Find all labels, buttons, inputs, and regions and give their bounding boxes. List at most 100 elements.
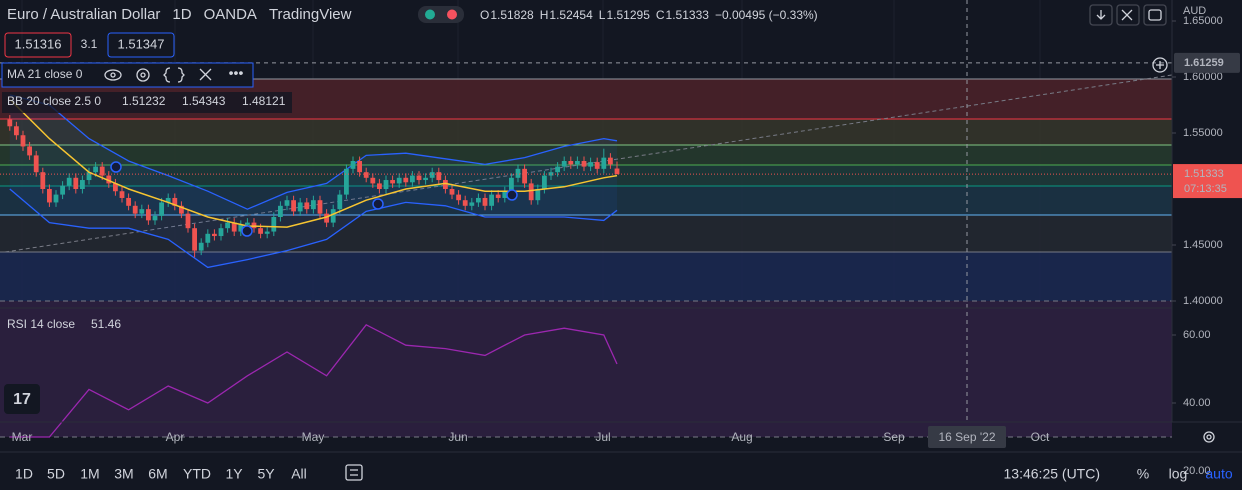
candle-body xyxy=(317,200,323,214)
range-button[interactable]: 3M xyxy=(114,466,133,482)
auto-button[interactable]: auto xyxy=(1205,466,1232,482)
time-label: May xyxy=(302,430,325,444)
candle-body xyxy=(363,172,369,178)
last-price-bg xyxy=(1173,164,1242,199)
ma-legend[interactable] xyxy=(1,62,254,88)
candle-body xyxy=(113,183,118,192)
ohlc-key: L xyxy=(599,8,606,22)
ohlc-value: 1.51828 xyxy=(490,8,534,22)
range-button[interactable]: 5Y xyxy=(257,466,275,482)
legend-icons[interactable] xyxy=(104,67,212,83)
candle-body xyxy=(522,168,527,184)
logo[interactable]: 17 xyxy=(13,391,31,408)
header-text: Euro / Australian Dollar xyxy=(7,6,160,23)
time-label: Oct xyxy=(1031,430,1050,444)
ma-line xyxy=(9,98,618,228)
rsi-label: RSI 14 close xyxy=(7,317,75,331)
ohlc-key: O xyxy=(480,8,489,22)
time-label: Sep xyxy=(883,430,905,444)
status-dot xyxy=(425,9,435,20)
candle-body xyxy=(403,177,409,183)
candle-body xyxy=(47,189,52,203)
candle-body xyxy=(212,233,217,237)
range-button[interactable]: 6M xyxy=(148,466,167,482)
candle-body xyxy=(192,228,197,251)
price-tick-label: 1.60000 xyxy=(1183,71,1223,83)
marker[interactable] xyxy=(110,161,122,173)
candle-body xyxy=(172,197,178,206)
candle-body xyxy=(337,194,343,210)
candle-body xyxy=(245,222,250,225)
candle-body xyxy=(106,175,112,184)
candle-body xyxy=(476,197,481,203)
header-text: OANDA xyxy=(204,6,257,23)
bb-value: 1.51232 xyxy=(122,94,166,108)
rsi-tick-label: 40.00 xyxy=(1183,397,1211,409)
spread: 3.1 xyxy=(81,37,98,51)
buy-button[interactable] xyxy=(107,32,175,58)
candle-body xyxy=(561,161,567,167)
candle-body xyxy=(20,135,26,147)
candle-body xyxy=(542,175,547,189)
candle-body xyxy=(304,202,310,210)
fib-zone xyxy=(0,185,1172,215)
crosshair-label-bg xyxy=(1174,52,1240,73)
percent-button[interactable]: % xyxy=(1137,466,1149,482)
candle-body xyxy=(198,242,204,251)
candle-body xyxy=(27,146,32,156)
header-text: TradingView xyxy=(269,6,352,23)
range-button[interactable]: 5D xyxy=(47,466,65,482)
candle-body xyxy=(482,197,488,206)
rsi-value: 51.46 xyxy=(91,317,121,331)
candle-body xyxy=(608,157,613,165)
candle-body xyxy=(80,180,85,189)
candle-body xyxy=(614,168,620,175)
candle-body xyxy=(396,177,402,184)
candle-body xyxy=(40,172,46,189)
status-dot xyxy=(447,9,457,20)
candle-body xyxy=(462,200,468,206)
candle-body xyxy=(588,162,593,167)
candle-body xyxy=(350,161,356,169)
more[interactable]: ••• xyxy=(229,65,244,81)
clock: 13:46:25 (UTC) xyxy=(1004,466,1100,482)
marker[interactable] xyxy=(506,189,518,201)
candle-body xyxy=(548,172,554,176)
ma-label: MA 21 close 0 xyxy=(7,67,83,81)
candle-body xyxy=(99,166,105,176)
marker[interactable] xyxy=(372,198,384,210)
price-tick-label: 1.55000 xyxy=(1183,127,1223,139)
candle-body xyxy=(456,194,461,201)
price-tick-label: 1.40000 xyxy=(1183,295,1223,307)
log-button[interactable]: log xyxy=(1169,466,1188,482)
sell-button[interactable] xyxy=(4,32,72,58)
market-status[interactable] xyxy=(418,6,464,23)
candle-body xyxy=(7,119,13,127)
candle-body xyxy=(73,177,79,189)
marker[interactable] xyxy=(241,225,253,237)
candle-body xyxy=(284,200,290,206)
range-button[interactable]: 1M xyxy=(80,466,99,482)
price-tick-label: 1.45000 xyxy=(1183,239,1223,251)
candle-body xyxy=(535,189,541,201)
candle-body xyxy=(383,180,389,189)
candle-body xyxy=(581,161,587,167)
time-label: Apr xyxy=(166,430,185,444)
time-label: Mar xyxy=(12,430,33,444)
toolbar-buttons[interactable] xyxy=(345,4,1215,481)
range-button[interactable]: 1D xyxy=(15,466,33,482)
range-button[interactable]: YTD xyxy=(183,466,211,482)
bb-value: 1.54343 xyxy=(182,94,226,108)
time-crosshair-bg xyxy=(928,426,1006,448)
candle-body xyxy=(568,161,574,165)
candle-body xyxy=(159,202,164,216)
buy-price: 1.51347 xyxy=(118,36,165,51)
range-button[interactable]: 1Y xyxy=(225,466,243,482)
time-label: Jul xyxy=(595,430,610,444)
candle-body xyxy=(324,213,329,223)
candle-body xyxy=(436,172,442,181)
candle-body xyxy=(152,215,158,221)
candle-body xyxy=(86,172,92,181)
range-button[interactable]: All xyxy=(291,466,307,482)
